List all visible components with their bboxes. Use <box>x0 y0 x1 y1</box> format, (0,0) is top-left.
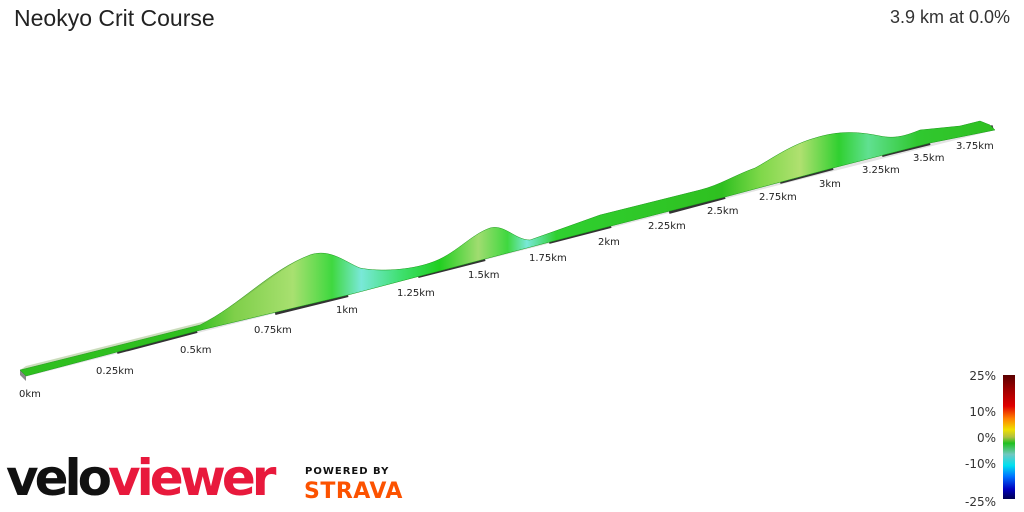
route-summary: 3.9 km at 0.0% <box>889 7 1010 27</box>
elevation-wall <box>19 120 996 377</box>
svg-text:0.5km: 0.5km <box>180 345 211 356</box>
svg-text:0km: 0km <box>19 389 41 400</box>
svg-text:1.5km: 1.5km <box>468 270 499 281</box>
svg-text:3km: 3km <box>819 179 841 190</box>
gradient-color-scale <box>1003 375 1015 499</box>
legend-label-25: 25% <box>969 369 996 383</box>
svg-text:2.5km: 2.5km <box>707 206 738 217</box>
powered-by-label: POWERED BY <box>305 466 390 477</box>
logo-viewer: viewer <box>108 449 276 507</box>
svg-text:2.25km: 2.25km <box>648 221 686 232</box>
legend-label-minus10: -10% <box>964 457 996 471</box>
svg-text:1.75km: 1.75km <box>529 253 567 264</box>
svg-text:1km: 1km <box>336 305 358 316</box>
svg-text:3.5km: 3.5km <box>913 153 944 164</box>
legend-label-0: 0% <box>976 431 996 445</box>
logo-velo: velo <box>6 449 112 507</box>
distance-ticks: 0km 0.25km 0.5km 0.75km 1km 1.25km 1.5km… <box>19 141 994 400</box>
veloviewer-logo[interactable]: veloviewer <box>6 449 276 507</box>
svg-text:1.25km: 1.25km <box>397 288 435 299</box>
route-title: Neokyo Crit Course <box>14 5 215 31</box>
svg-text:2.75km: 2.75km <box>759 192 797 203</box>
svg-text:0.25km: 0.25km <box>96 366 134 377</box>
svg-text:0.75km: 0.75km <box>254 325 292 336</box>
strava-logo[interactable]: STRAVA <box>304 479 403 504</box>
svg-text:3.25km: 3.25km <box>862 165 900 176</box>
legend-label-minus25: -25% <box>964 495 996 509</box>
gradient-legend: 25% 10% 0% -10% -25% <box>950 369 1024 510</box>
svg-text:2km: 2km <box>598 237 620 248</box>
legend-label-10: 10% <box>969 405 996 419</box>
svg-text:3.75km: 3.75km <box>956 141 994 152</box>
